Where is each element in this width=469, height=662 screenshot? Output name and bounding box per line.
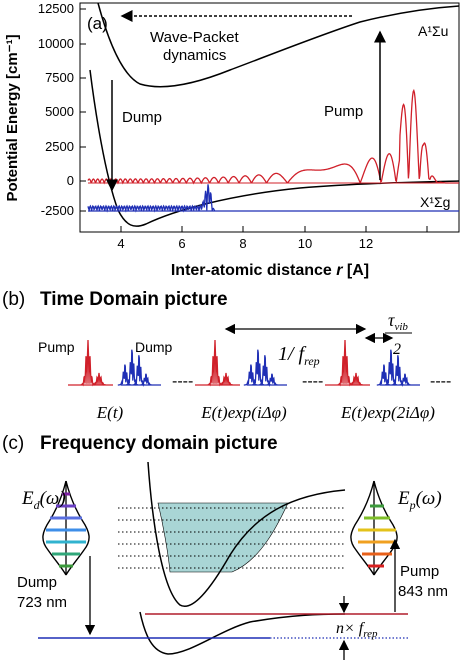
- dump-label: Dump: [122, 109, 162, 126]
- y-tick-label: 12500: [38, 1, 74, 16]
- y-tick-label: 0: [67, 173, 74, 188]
- pump-label: Pump: [324, 103, 363, 120]
- pulse-1-label: E(t): [96, 403, 124, 422]
- panel-a: 12500 10000 7500 5000 2500 0 -2500 Poten…: [4, 1, 460, 279]
- dump-wavelength: 723 nm: [17, 594, 67, 611]
- pump-spectrum: [350, 480, 398, 576]
- panel-c-label: (c): [2, 433, 24, 454]
- y-tick-label: -2500: [41, 203, 74, 218]
- lower-potential-curve-c: [139, 611, 346, 655]
- dump-wavepacket: [87, 184, 216, 213]
- period-label: 1/ frep: [278, 343, 320, 368]
- lower-state-label: X¹Σg: [420, 194, 450, 210]
- y-axis: 12500 10000 7500 5000 2500 0 -2500: [38, 1, 86, 218]
- panel-a-label: (a): [87, 14, 108, 33]
- upper-state-label: A¹Σu: [418, 23, 448, 39]
- dump-label: Dump: [135, 339, 173, 355]
- panel-c: (c) Frequency domain picture n× frep: [2, 433, 448, 660]
- y-tick-label: 7500: [45, 70, 74, 85]
- tau-denominator: 2: [393, 341, 401, 358]
- x-tick-label: 8: [239, 236, 246, 251]
- dump-pulse-2: [243, 349, 287, 387]
- dashes-3: ----: [430, 373, 451, 390]
- y-tick-label: 5000: [45, 104, 74, 119]
- dump-spectrum: [42, 480, 90, 576]
- lower-potential-curve: [89, 69, 460, 227]
- x-tick-label: 6: [178, 236, 185, 251]
- wave-packet-label-2: dynamics: [163, 47, 226, 64]
- y-tick-label: 10000: [38, 36, 74, 51]
- plot-frame: [79, 2, 460, 233]
- pump-label-c: Pump: [400, 563, 439, 580]
- dump-label-c: Dump: [17, 574, 57, 591]
- x-tick-label: 12: [359, 236, 373, 251]
- panel-b: (b) Time Domain picture Pump Dump 1/ fre…: [2, 289, 451, 422]
- y-tick-label: 2500: [45, 139, 74, 154]
- dashes-2: ----: [302, 373, 323, 390]
- pump-pulse-1: [68, 339, 113, 387]
- wave-packet-label: Wave-Packet: [150, 29, 239, 46]
- pump-wavelength: 843 nm: [398, 583, 448, 600]
- upper-potential-curve: [97, 2, 460, 88]
- x-tick-label: 4: [117, 236, 124, 251]
- panel-c-title: Frequency domain picture: [40, 433, 278, 454]
- panel-b-title: Time Domain picture: [40, 289, 228, 310]
- panel-b-label: (b): [2, 289, 25, 310]
- upper-potential-curve-c: [147, 461, 346, 607]
- pump-pulse-2: [195, 339, 240, 387]
- pump-wavepacket: [87, 88, 459, 185]
- dashes-1: ----: [172, 373, 193, 390]
- comb-levels: [118, 507, 345, 569]
- dump-pulse-1: [117, 349, 161, 387]
- pulse-2-label: E(t)exp(iΔφ): [200, 403, 287, 422]
- y-axis-title: Potential Energy [cm⁻¹]: [4, 34, 21, 201]
- x-tick-label: 10: [298, 236, 312, 251]
- dump-pulse-3: [376, 349, 420, 387]
- pump-pulse-3: [325, 339, 370, 387]
- ep-label: Ep(ω): [397, 488, 442, 512]
- x-axis-title: Inter-atomic distance r [A]: [171, 262, 369, 279]
- ed-label: Ed(ω): [21, 488, 66, 512]
- tau-label: τvib: [388, 310, 408, 333]
- x-axis: 4 6 8 10 12: [117, 226, 428, 251]
- pump-label: Pump: [38, 339, 75, 355]
- nfrep-label: n× frep: [336, 620, 378, 640]
- pulse-3-label: E(t)exp(2iΔφ): [340, 403, 435, 422]
